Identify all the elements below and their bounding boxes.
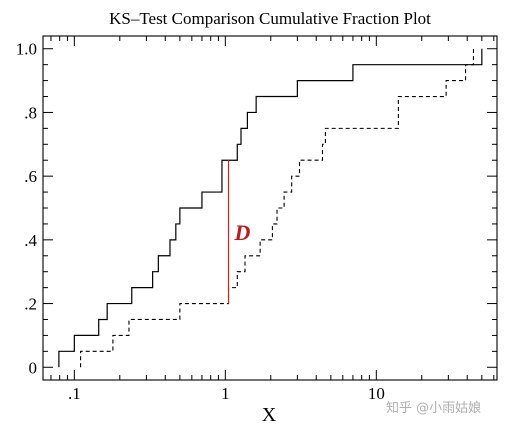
x-tick-label: .1 [68, 384, 81, 403]
x-axis-label: X [262, 404, 277, 426]
watermark: 知乎 @小雨姑娘 [386, 400, 481, 416]
plot-area: .1 1 10 0 .2 .4 .6 .8 1.0 D [16, 35, 498, 403]
d-statistic-label: D [234, 220, 251, 245]
y-tick-label: 1.0 [16, 40, 37, 59]
y-tick-label: .8 [24, 103, 37, 122]
y-tick-label: 0 [29, 358, 38, 377]
x-tick-label: 1 [221, 384, 230, 403]
y-tick-label: .6 [24, 167, 37, 186]
y-tick-label: .4 [24, 231, 37, 250]
y-tick-label: .2 [24, 295, 37, 314]
plot-frame [42, 35, 498, 381]
cumulative-step-dashed [80, 48, 475, 368]
x-tick-label: 10 [368, 384, 385, 403]
chart-title: KS–Test Comparison Cumulative Fraction P… [109, 9, 431, 28]
cumulative-step-solid [58, 48, 483, 368]
